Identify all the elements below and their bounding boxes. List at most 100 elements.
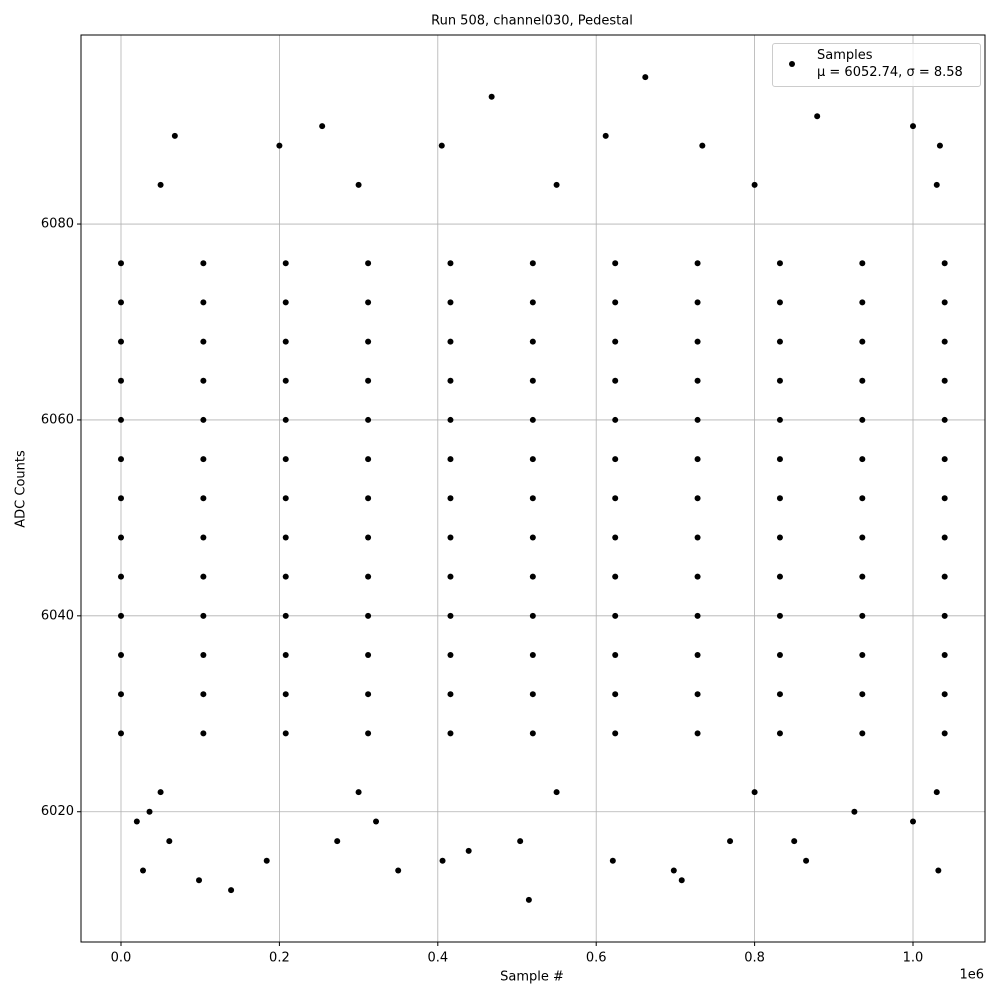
point: [612, 573, 619, 580]
point: [117, 377, 124, 384]
point: [200, 573, 207, 580]
point: [941, 299, 948, 306]
point: [612, 338, 619, 345]
point: [936, 142, 943, 149]
point: [334, 838, 341, 845]
point: [941, 456, 948, 463]
y-tick-label: 6040: [41, 608, 74, 623]
point: [282, 495, 289, 502]
point: [200, 299, 207, 306]
point: [553, 181, 560, 188]
point: [171, 132, 178, 139]
point: [612, 456, 619, 463]
point: [859, 377, 866, 384]
point: [117, 652, 124, 659]
point: [117, 691, 124, 698]
point: [282, 534, 289, 541]
point: [447, 652, 454, 659]
point: [282, 691, 289, 698]
point: [694, 377, 701, 384]
point: [117, 416, 124, 423]
point: [447, 612, 454, 619]
point: [529, 338, 536, 345]
point: [117, 456, 124, 463]
point: [529, 416, 536, 423]
point: [776, 652, 783, 659]
point: [859, 338, 866, 345]
point: [117, 612, 124, 619]
point: [395, 867, 402, 874]
point: [200, 691, 207, 698]
point: [365, 691, 372, 698]
point: [117, 534, 124, 541]
point: [941, 691, 948, 698]
point: [276, 142, 283, 149]
point: [553, 789, 560, 796]
point: [941, 534, 948, 541]
point: [751, 181, 758, 188]
point: [447, 534, 454, 541]
point: [365, 612, 372, 619]
point: [612, 299, 619, 306]
y-tick-label: 6020: [41, 804, 74, 819]
point: [859, 612, 866, 619]
point: [694, 416, 701, 423]
point: [133, 818, 140, 825]
point: [438, 142, 445, 149]
point: [694, 652, 701, 659]
point: [447, 416, 454, 423]
point: [776, 260, 783, 267]
point: [910, 123, 917, 130]
point: [803, 857, 810, 864]
y-axis-label: ADC Counts: [14, 450, 29, 528]
point: [200, 534, 207, 541]
point: [609, 857, 616, 864]
point: [694, 260, 701, 267]
point: [859, 691, 866, 698]
point: [200, 456, 207, 463]
x-tick-label: 0.2: [269, 951, 290, 966]
point: [282, 338, 289, 345]
point: [365, 495, 372, 502]
point: [612, 730, 619, 737]
point: [365, 416, 372, 423]
point: [365, 652, 372, 659]
point: [612, 652, 619, 659]
point: [488, 93, 495, 100]
point: [282, 416, 289, 423]
point: [859, 260, 866, 267]
point: [166, 838, 173, 845]
point: [355, 789, 362, 796]
point: [941, 377, 948, 384]
point: [282, 299, 289, 306]
chart-title: Run 508, channel030, Pedestal: [431, 14, 633, 29]
point: [694, 691, 701, 698]
point: [365, 338, 372, 345]
point: [282, 377, 289, 384]
point: [694, 338, 701, 345]
point: [365, 260, 372, 267]
point: [282, 260, 289, 267]
point: [941, 495, 948, 502]
x-offset-label: 1e6: [959, 968, 984, 983]
point: [694, 495, 701, 502]
point: [859, 730, 866, 737]
point: [365, 534, 372, 541]
point: [910, 818, 917, 825]
point: [941, 652, 948, 659]
point: [694, 573, 701, 580]
point: [117, 338, 124, 345]
point: [670, 867, 677, 874]
y-tick-label: 6060: [41, 412, 74, 427]
point: [859, 456, 866, 463]
axes-frame: [80, 34, 986, 943]
point: [200, 652, 207, 659]
point: [612, 691, 619, 698]
point: [941, 573, 948, 580]
point: [117, 573, 124, 580]
point: [699, 142, 706, 149]
point: [117, 260, 124, 267]
point: [529, 299, 536, 306]
